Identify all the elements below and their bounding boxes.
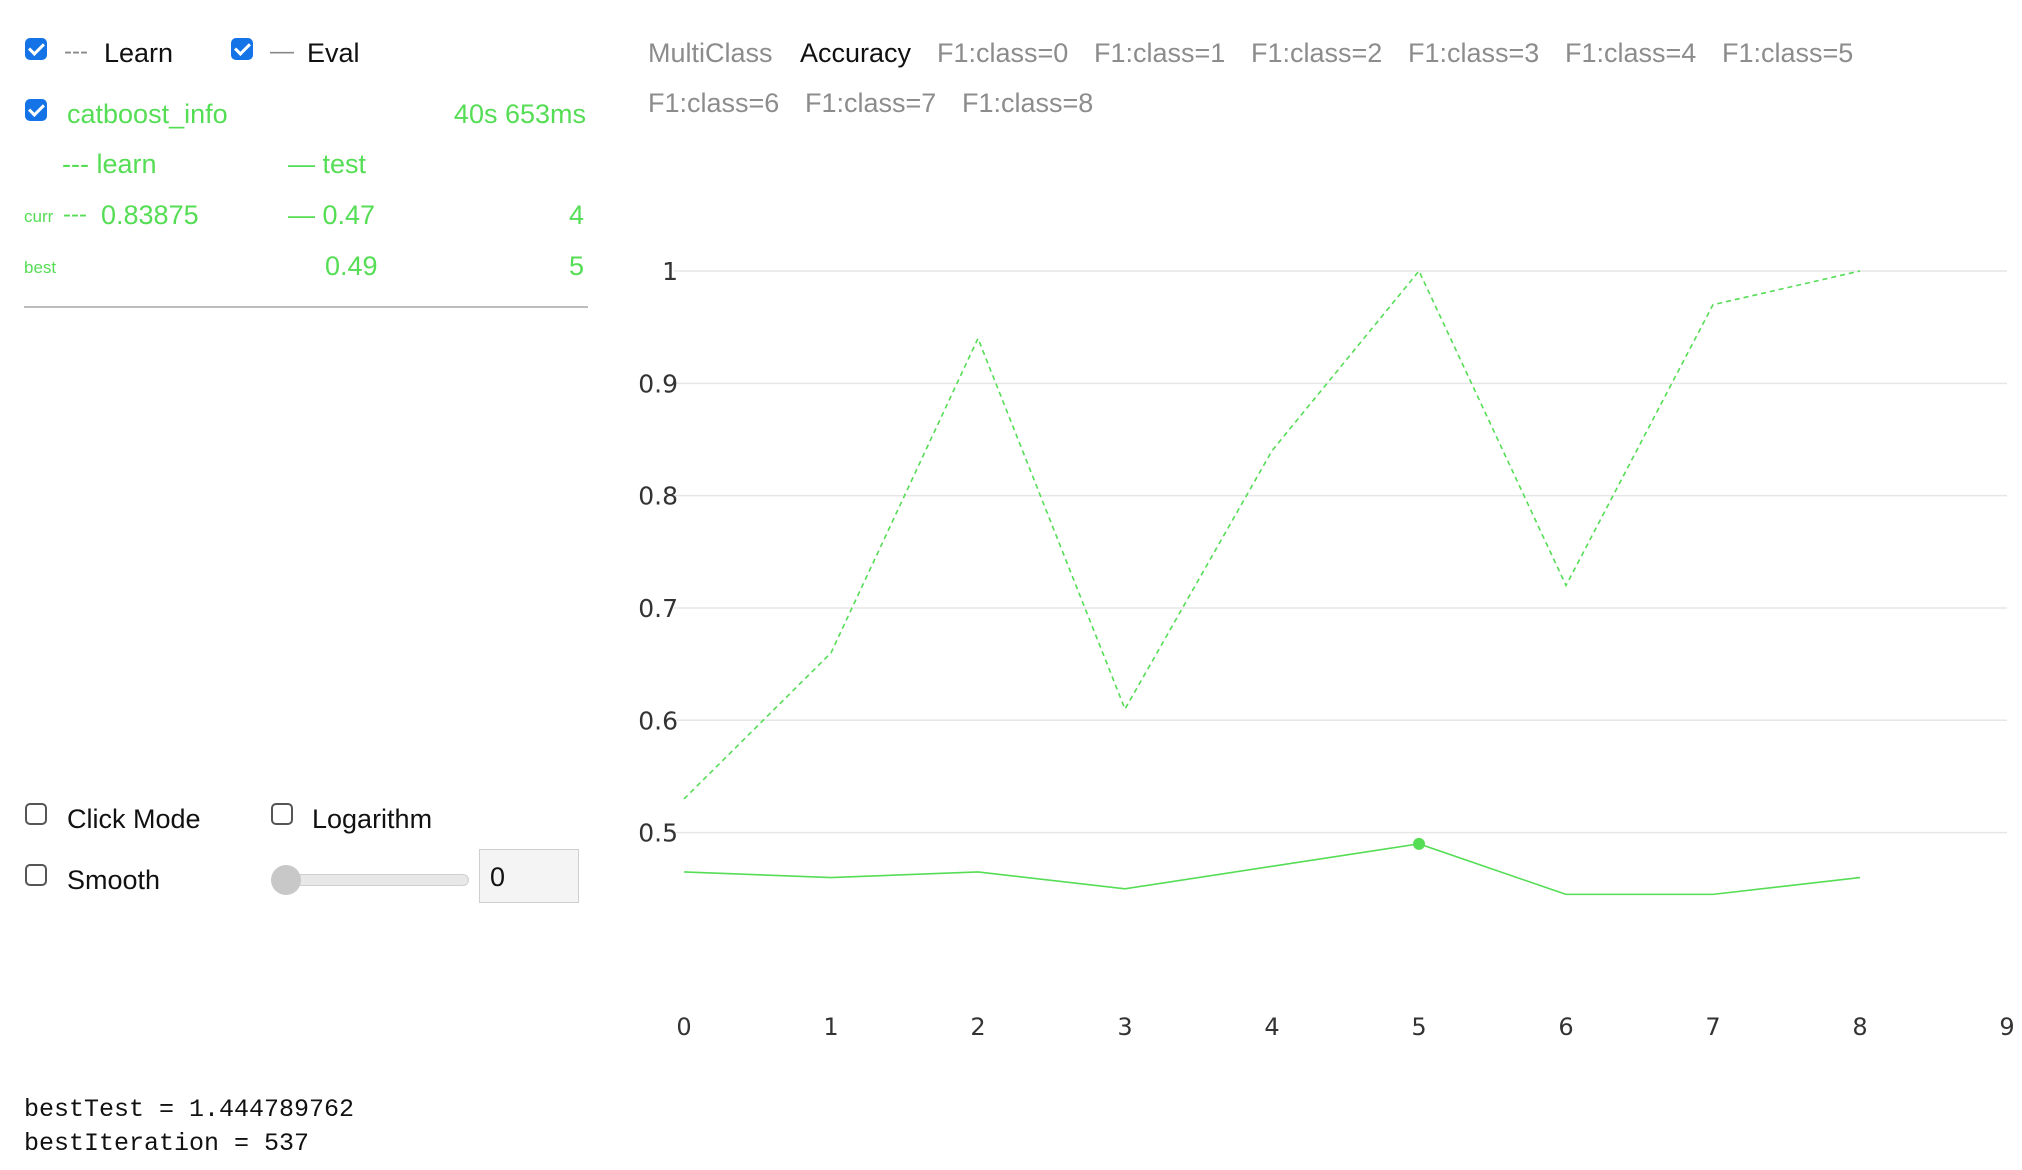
metric-tab-f1-class-4[interactable]: F1:class=4 [1565,38,1697,68]
divider [24,306,588,308]
logarithm-checkbox[interactable] [271,803,293,825]
metric-tab-f1-class-6[interactable]: F1:class=6 [648,88,780,118]
run-duration: 40s 653ms [453,99,586,129]
x-tick-label: 4 [1264,1013,1279,1040]
metric-tab-f1-class-0[interactable]: F1:class=0 [937,38,1069,68]
curr-test-value: — 0.47 [288,200,376,230]
smooth-value-input[interactable]: 0 [479,849,579,903]
best-test-output: bestTest = 1.444789762 [24,1095,355,1124]
y-tick-label: 0.8 [638,482,678,511]
click-mode-checkbox[interactable] [25,803,47,825]
column-learn: --- learn [62,149,157,179]
best-test-value: 0.49 [325,251,378,281]
series-line-test[interactable] [683,843,1861,896]
run-checkbox[interactable] [25,99,47,121]
learn-label[interactable]: Learn [104,38,174,68]
click-mode-label[interactable]: Click Mode [67,804,201,834]
smooth-checkbox[interactable] [25,864,47,886]
smooth-slider-thumb[interactable] [271,865,301,895]
metric-tab-accuracy[interactable]: Accuracy [800,38,912,68]
smooth-label[interactable]: Smooth [67,865,161,895]
metric-tab-multiclass[interactable]: MultiClass [648,38,773,68]
column-test: — test [288,149,367,179]
y-tick-label: 0.9 [638,369,678,398]
x-tick-label: 2 [970,1013,985,1040]
x-tick-label: 6 [1558,1013,1573,1040]
best-iteration-output: bestIteration = 537 [24,1129,310,1158]
logarithm-label[interactable]: Logarithm [312,804,433,834]
curr-iteration: 4 [568,200,584,230]
metric-chart[interactable]: 0.5 0.6 0.7 0.8 0.9 1 0 1 2 3 4 5 6 7 8 9 [0,0,2022,1040]
x-tick-label: 0 [676,1013,691,1040]
run-name[interactable]: catboost_info [67,99,228,129]
eval-checkbox[interactable] [231,38,253,60]
x-tick-label: 9 [1999,1013,2014,1040]
y-tick-label: 0.5 [638,819,678,848]
metric-tab-f1-class-1[interactable]: F1:class=1 [1094,38,1226,68]
learn-dash: --- [64,38,88,65]
curr-learn-value: 0.83875 [101,200,199,230]
metric-tab-f1-class-7[interactable]: F1:class=7 [805,88,937,118]
x-tick-label: 8 [1852,1013,1867,1040]
y-tick-label: 1 [662,257,678,286]
curr-learn-dash: --- [63,201,87,228]
best-label: best [24,258,57,277]
metric-tab-f1-class-5[interactable]: F1:class=5 [1722,38,1854,68]
eval-dash: — [270,38,294,65]
best-iteration: 5 [568,251,584,281]
x-tick-label: 7 [1705,1013,1720,1040]
y-tick-label: 0.6 [638,706,678,735]
best-point-marker[interactable] [1413,837,1425,850]
metric-tab-f1-class-8[interactable]: F1:class=8 [962,88,1094,118]
x-tick-label: 3 [1117,1013,1132,1040]
curr-label: curr [24,207,54,226]
metric-tab-f1-class-2[interactable]: F1:class=2 [1251,38,1383,68]
x-tick-label: 5 [1411,1013,1426,1040]
metric-tab-f1-class-3[interactable]: F1:class=3 [1408,38,1540,68]
eval-label[interactable]: Eval [307,38,360,68]
learn-checkbox[interactable] [25,38,47,60]
x-tick-label: 1 [823,1013,838,1040]
y-tick-label: 0.7 [638,594,678,623]
